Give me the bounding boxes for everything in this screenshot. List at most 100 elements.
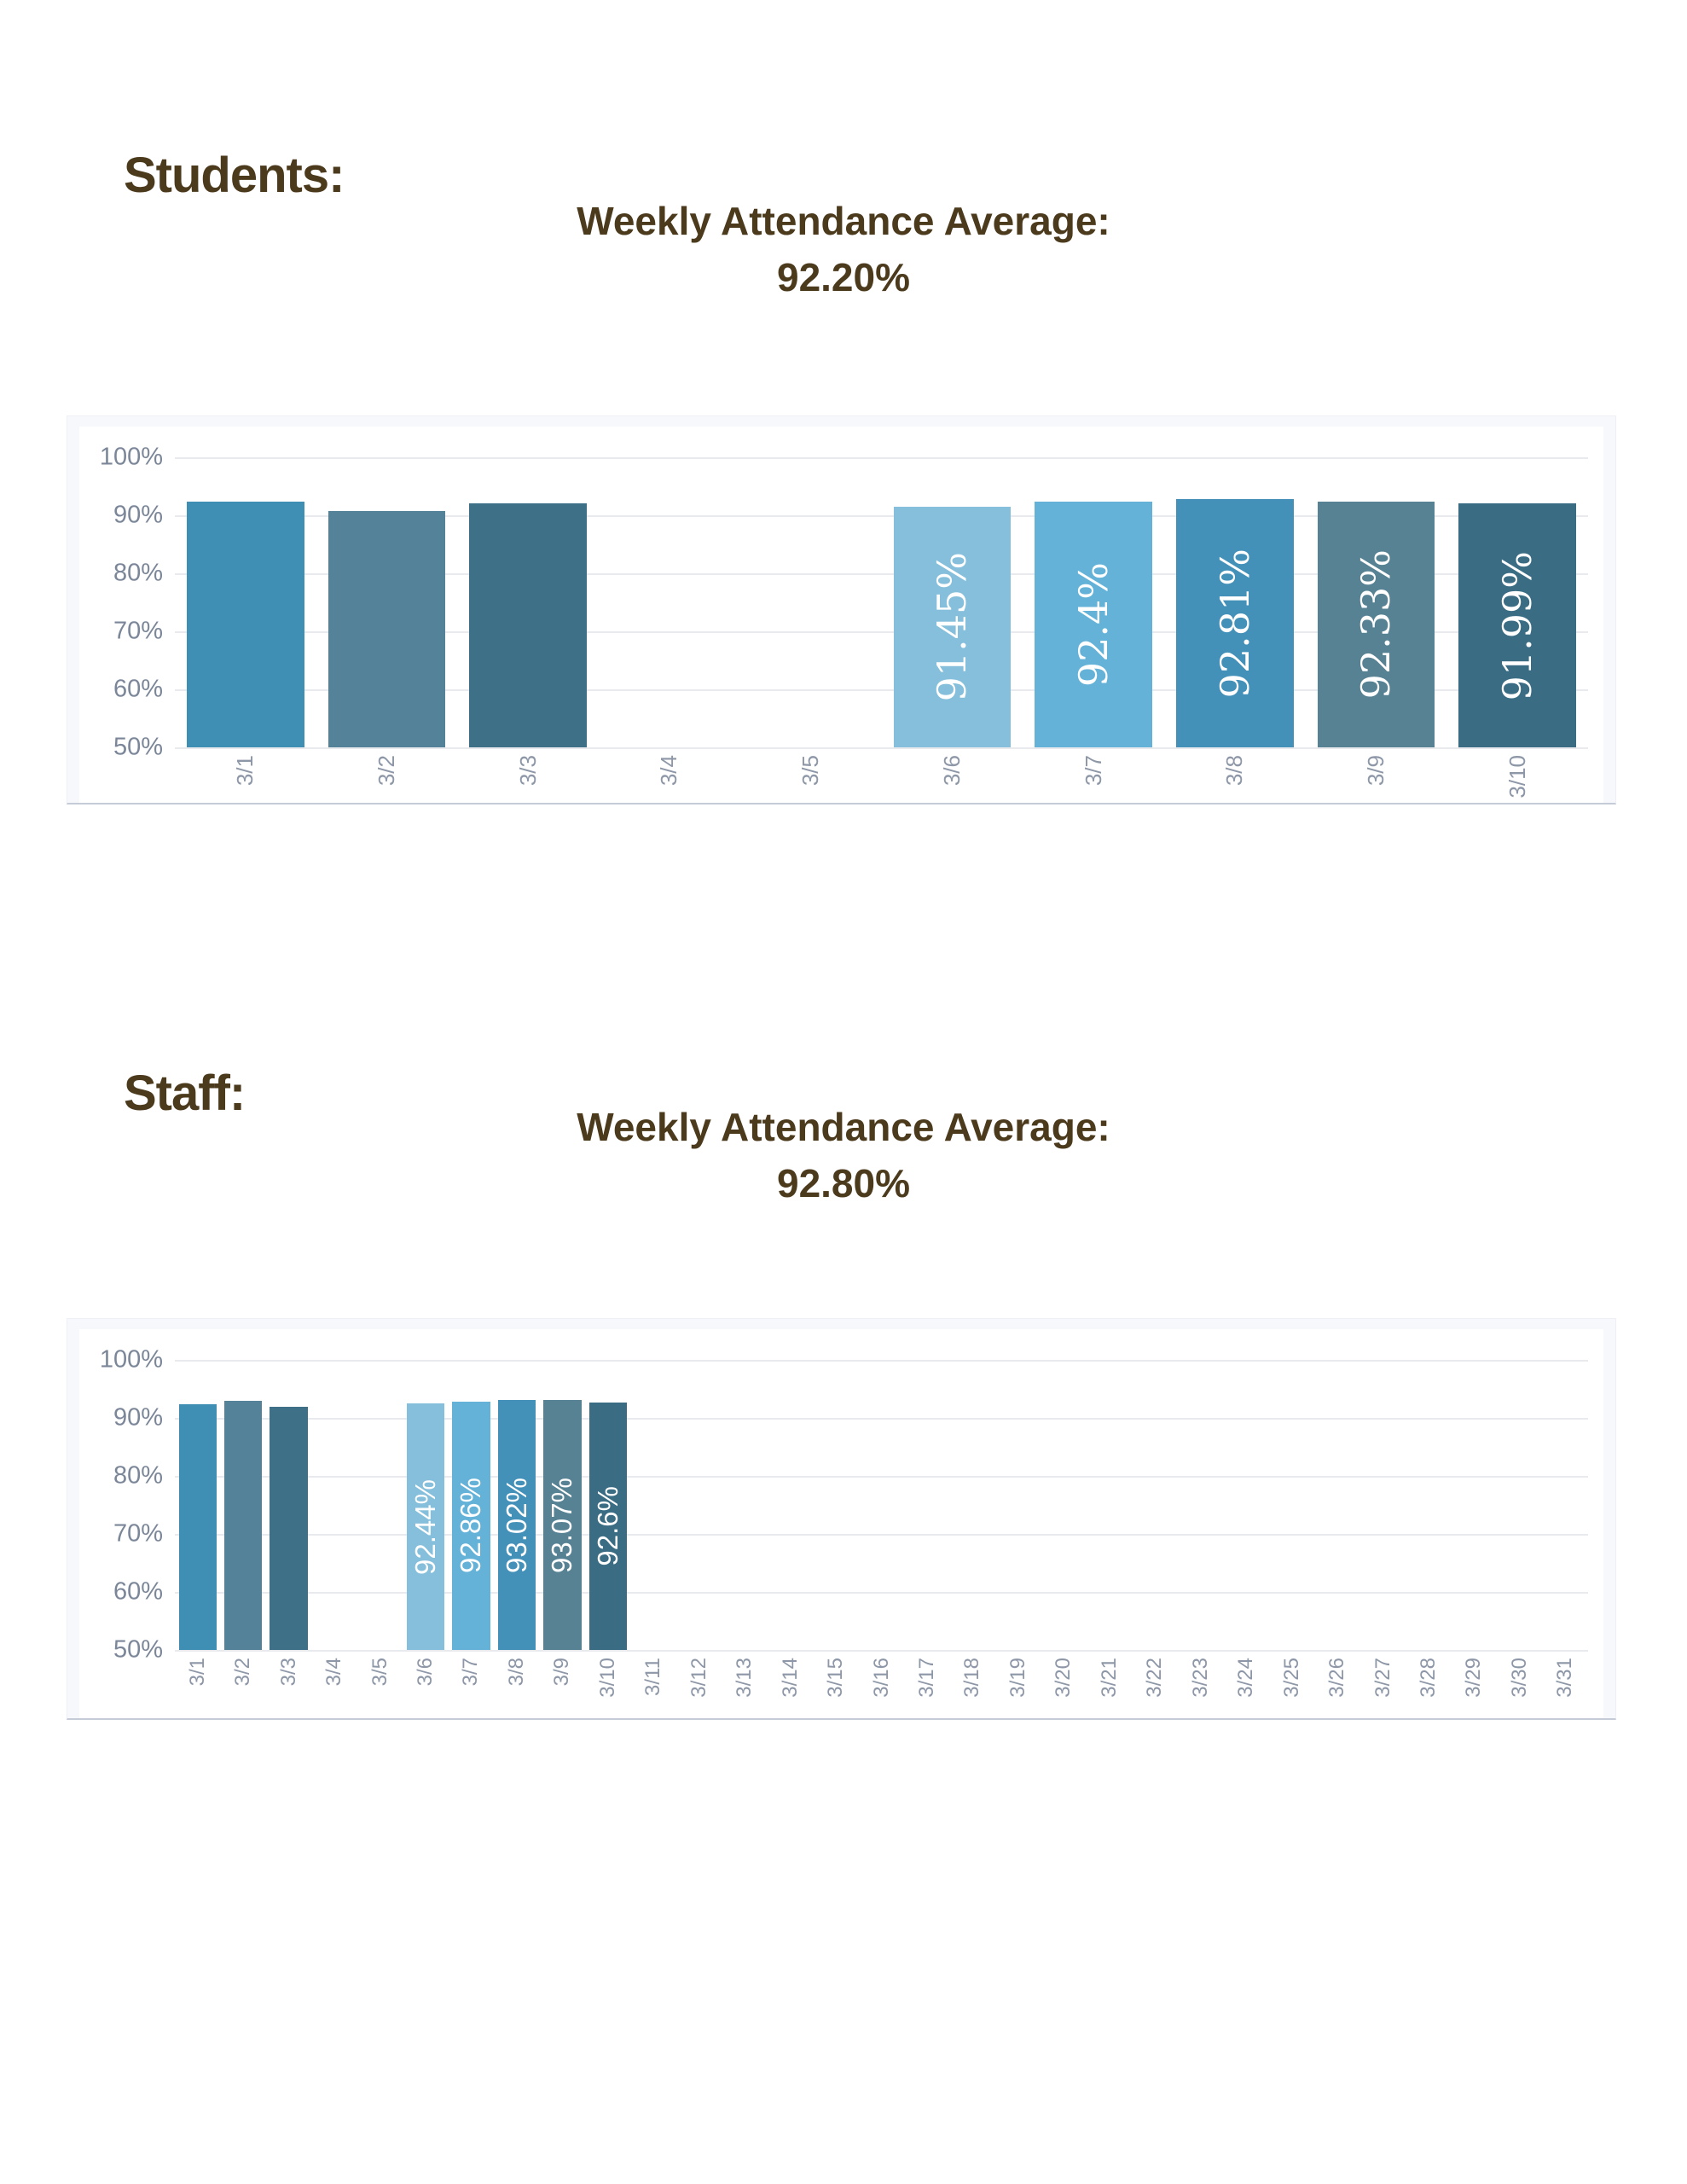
grid-line (175, 1476, 1588, 1478)
x-tick-label: 3/18 (960, 1658, 984, 1698)
x-tick-slot: 3/6 (403, 1650, 448, 1718)
bar-slot: 92.6% (585, 1360, 630, 1650)
x-tick-label: 3/8 (1221, 755, 1248, 787)
bar-3/7: 92.4% (1035, 501, 1152, 747)
bar-3/8: 92.81% (1176, 498, 1294, 747)
x-tick-label: 3/26 (1325, 1658, 1349, 1698)
bar-slot (1269, 1360, 1314, 1650)
x-tick-slot: 3/2 (220, 1650, 265, 1718)
bar-slot: 93.02% (494, 1360, 539, 1650)
bar-slot (311, 1360, 357, 1650)
bar-slot (1543, 1360, 1588, 1650)
x-tick-slot: 3/5 (357, 1650, 403, 1718)
staff-chart-plot-area: 100% 90% 80% 70% 60% 50% 92.44% 92.86% 93.02% 93.… (79, 1329, 1603, 1718)
staff-chart-title: Weekly Attendance Average: 92.80% (0, 1099, 1687, 1211)
grid-line (175, 515, 1588, 517)
x-tick-slot: 3/12 (676, 1650, 722, 1718)
x-tick-slot: 3/20 (1041, 1650, 1087, 1718)
x-tick-slot: 3/4 (311, 1650, 357, 1718)
x-tick-slot: 3/28 (1406, 1650, 1451, 1718)
students-chart-title-line2: 92.20% (776, 255, 910, 299)
bar-slot (950, 1360, 995, 1650)
bar-slot (1497, 1360, 1542, 1650)
bar-3/3 (469, 503, 588, 747)
x-tick-slot: 3/10 (1446, 747, 1588, 803)
x-tick-label: 3/13 (733, 1658, 757, 1698)
x-tick-label: 3/7 (459, 1658, 483, 1687)
x-tick-label: 3/23 (1188, 1658, 1212, 1698)
students-chart-plot-area: 100% 90% 80% 70% 60% 50% 91.45% 92.4% 92.81% 92.3… (79, 427, 1603, 803)
x-tick-label: 3/9 (1362, 755, 1388, 787)
bar-slot (1452, 1360, 1497, 1650)
grid-line (175, 1592, 1588, 1594)
y-tick-label: 60% (113, 1577, 163, 1606)
x-tick-label: 3/3 (514, 755, 541, 787)
x-tick-label: 3/28 (1416, 1658, 1440, 1698)
x-tick-slot: 3/2 (316, 747, 458, 803)
grid-line (175, 573, 1588, 575)
grid-line (175, 1418, 1588, 1420)
bars-row: 92.44% 92.86% 93.02% 93.07% 92.6% (175, 1360, 1588, 1650)
bar-slot: 91.45% (882, 457, 1023, 747)
y-tick-label: 100% (99, 443, 163, 471)
x-axis: 3/1 3/2 3/3 3/4 3/5 3/6 3/7 3/8 3/9 3/10 3/11 3/12 3… (175, 1650, 1588, 1718)
x-tick-slot: 3/8 (1164, 747, 1306, 803)
x-tick-label: 3/7 (1080, 755, 1106, 787)
y-tick-label: 80% (113, 1461, 163, 1490)
bar-slot (1041, 1360, 1087, 1650)
bar-value-label: 92.44% (409, 1478, 441, 1575)
x-tick-slot: 3/7 (1023, 747, 1164, 803)
bar-slot (995, 1360, 1041, 1650)
bar-slot (1360, 1360, 1406, 1650)
x-tick-label: 3/17 (914, 1658, 938, 1698)
bar-slot (175, 457, 316, 747)
x-tick-slot: 3/30 (1497, 1650, 1542, 1718)
bar-slot: 92.81% (1164, 457, 1306, 747)
staff-section-heading: Staff: (124, 1066, 246, 1121)
x-tick-label: 3/10 (1504, 755, 1530, 799)
bar-value-label: 92.33% (1353, 549, 1400, 700)
x-tick-slot: 3/24 (1223, 1650, 1268, 1718)
bars-row: 91.45% 92.4% 92.81% 92.33% 91.99% (175, 457, 1588, 747)
staff-attendance-chart: 100% 90% 80% 70% 60% 50% 92.44% 92.86% 93.02% 93.… (67, 1318, 1616, 1720)
x-tick-slot: 3/3 (457, 747, 599, 803)
bar-slot (768, 1360, 813, 1650)
x-tick-slot: 3/26 (1314, 1650, 1359, 1718)
x-tick-slot: 3/19 (995, 1650, 1041, 1718)
x-axis: 3/1 3/2 3/3 3/4 3/5 3/6 3/7 3/8 3/9 3/10 (175, 747, 1588, 803)
bar-slot (457, 457, 599, 747)
bar-value-label: 92.6% (591, 1486, 623, 1566)
y-tick-label: 60% (113, 675, 163, 703)
x-tick-label: 3/29 (1462, 1658, 1486, 1698)
staff-chart-title-line1: Weekly Attendance Average: (577, 1105, 1110, 1149)
bar-value-label: 92.4% (1070, 561, 1117, 687)
bar-value-label: 93.02% (500, 1477, 532, 1573)
x-tick-label: 3/5 (368, 1658, 391, 1687)
x-tick-label: 3/25 (1279, 1658, 1303, 1698)
x-tick-label: 3/12 (687, 1658, 710, 1698)
y-tick-label: 70% (113, 617, 163, 645)
bar-3/7: 92.86% (452, 1401, 490, 1650)
bar-slot (676, 1360, 722, 1650)
bar-slot: 92.33% (1306, 457, 1447, 747)
x-tick-label: 3/16 (869, 1658, 893, 1698)
bar-3/3 (270, 1407, 308, 1650)
x-tick-slot: 3/11 (631, 1650, 676, 1718)
staff-chart-title-line2: 92.80% (776, 1161, 910, 1205)
bar-slot (316, 457, 458, 747)
y-tick-label: 90% (113, 1403, 163, 1432)
x-tick-slot: 3/13 (722, 1650, 767, 1718)
bar-3/1 (187, 502, 304, 747)
x-tick-slot: 3/6 (882, 747, 1023, 803)
x-tick-label: 3/24 (1234, 1658, 1258, 1698)
x-tick-slot: 3/1 (175, 1650, 220, 1718)
y-tick-label: 90% (113, 501, 163, 529)
x-tick-slot: 3/9 (540, 1650, 585, 1718)
bar-slot (631, 1360, 676, 1650)
grid-line (175, 457, 1588, 459)
bar-slot (859, 1360, 904, 1650)
x-tick-slot: 3/1 (175, 747, 316, 803)
x-tick-slot: 3/31 (1543, 1650, 1588, 1718)
students-attendance-chart: 100% 90% 80% 70% 60% 50% 91.45% 92.4% 92.81% 92.3… (67, 415, 1616, 804)
